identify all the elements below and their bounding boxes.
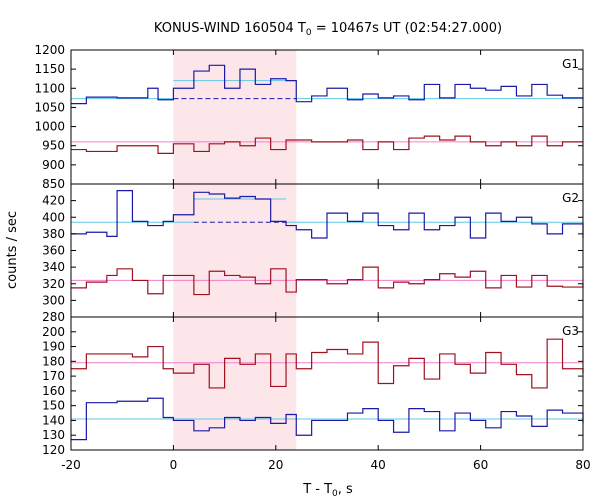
- x-axis-label: T - T0, s: [302, 482, 353, 499]
- y-tick-label-g1-1050: 1050: [34, 100, 65, 114]
- y-tick-label-g1-1150: 1150: [34, 62, 65, 76]
- series-g1-red: [71, 135, 583, 154]
- y-tick-label-g1-1100: 1100: [34, 81, 65, 95]
- panel-frame-g3: [70, 316, 584, 451]
- panel-frame-g1: [70, 49, 584, 185]
- y-axis-label: counts / sec: [5, 211, 20, 289]
- panel-frame-g2: [70, 183, 584, 318]
- shaded-interval-g1: [173, 50, 297, 184]
- y-tick-label-g3-120: 120: [42, 443, 65, 457]
- y-tick-label-g1-900: 900: [42, 158, 65, 172]
- x-tick-label-40: 40: [371, 458, 386, 472]
- y-tick-label-g2-340: 340: [42, 260, 65, 274]
- y-tick-label-g1-1200: 1200: [34, 43, 65, 57]
- y-tick-label-g3-140: 140: [42, 413, 65, 427]
- x-tick-label--20: -20: [61, 458, 81, 472]
- y-tick-label-g2-280: 280: [42, 310, 65, 324]
- series-g3-blue: [71, 397, 584, 441]
- y-tick-label-g1-850: 850: [42, 177, 65, 191]
- y-tick-label-g1-1000: 1000: [34, 120, 65, 134]
- x-tick-label-20: 20: [268, 458, 283, 472]
- shaded-interval-g2: [173, 184, 297, 317]
- y-tick-label-g2-300: 300: [42, 293, 65, 307]
- panel-label-g1: G1: [562, 57, 579, 71]
- shaded-interval-g3: [173, 317, 297, 450]
- y-tick-label-g3-160: 160: [42, 384, 65, 398]
- x-tick-label-60: 60: [473, 458, 488, 472]
- panel-label-g3: G3: [562, 324, 579, 338]
- y-tick-label-g2-420: 420: [42, 194, 65, 208]
- chart-title: KONUS-WIND 160504 T0 = 10467s UT (02:54:…: [154, 21, 502, 38]
- y-tick-label-g2-360: 360: [42, 244, 65, 258]
- y-tick-label-g2-400: 400: [42, 210, 65, 224]
- series-g2-red: [71, 266, 584, 296]
- y-tick-label-g3-130: 130: [42, 428, 65, 442]
- panel-label-g2: G2: [562, 191, 579, 205]
- y-tick-label-g3-150: 150: [42, 399, 65, 413]
- series-g3-red: [71, 338, 584, 389]
- y-tick-label-g3-200: 200: [42, 325, 65, 339]
- y-tick-label-g2-380: 380: [42, 227, 65, 241]
- series-g1-blue: [71, 64, 583, 105]
- y-tick-label-g1-950: 950: [42, 139, 65, 153]
- y-tick-label-g3-180: 180: [42, 354, 65, 368]
- y-tick-label-g3-190: 190: [42, 340, 65, 354]
- series-g2-blue: [71, 190, 584, 239]
- y-tick-label-g3-170: 170: [42, 369, 65, 383]
- plot-area: 85090095010001050110011501200G1280300320…: [34, 43, 590, 472]
- x-tick-label-0: 0: [170, 458, 178, 472]
- x-tick-label-80: 80: [575, 458, 590, 472]
- y-tick-label-g2-320: 320: [42, 277, 65, 291]
